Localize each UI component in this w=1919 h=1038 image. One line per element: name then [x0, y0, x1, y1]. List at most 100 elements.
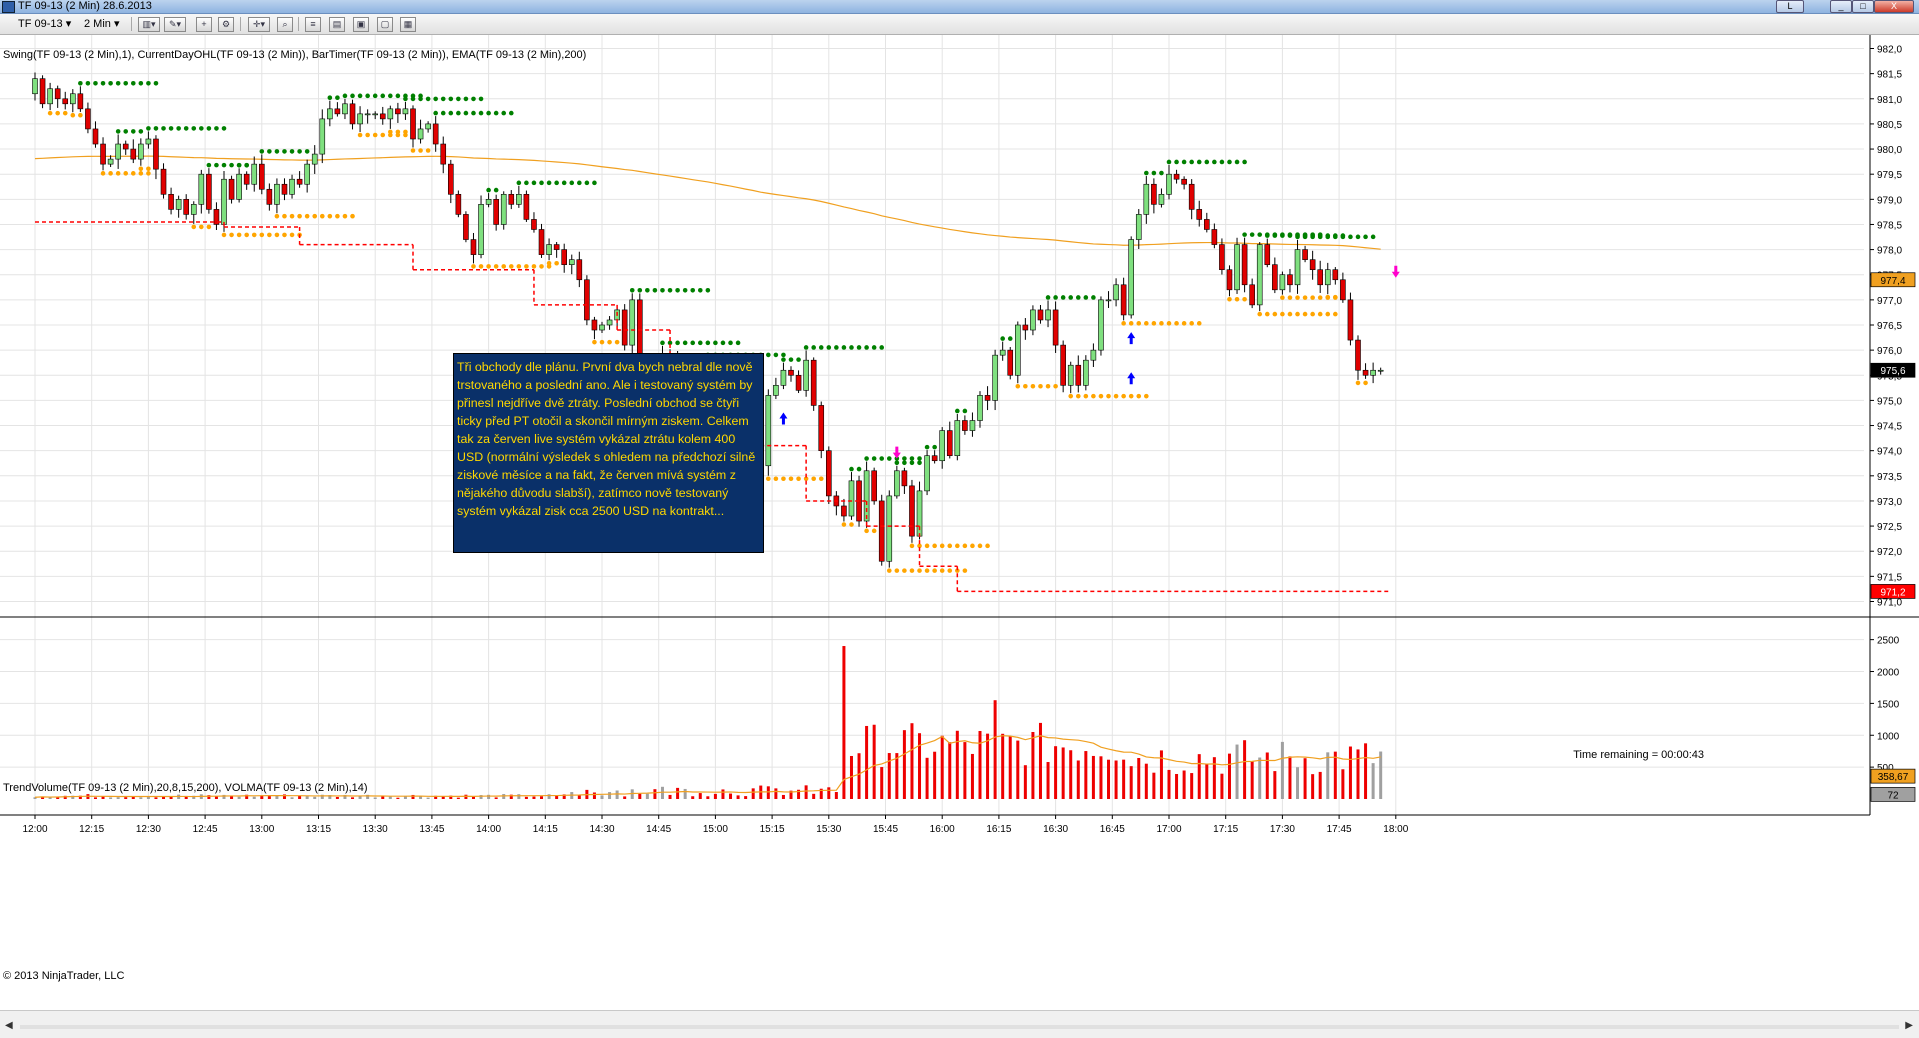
scroll-left-icon[interactable]: ◀ [5, 1020, 13, 1031]
volume-bar[interactable] [456, 797, 460, 799]
candle-body[interactable] [432, 123, 439, 145]
candle-body[interactable] [296, 178, 303, 185]
volume-bar[interactable] [683, 788, 687, 799]
candle-body[interactable] [992, 354, 998, 401]
candle-body[interactable] [236, 173, 242, 200]
volume-bar[interactable] [1356, 749, 1360, 799]
volume-bar[interactable] [1333, 751, 1337, 799]
volume-bar[interactable] [532, 796, 536, 799]
volume-bar[interactable] [78, 795, 82, 799]
candle-body[interactable] [1249, 284, 1255, 306]
volume-panel[interactable] [33, 646, 1383, 799]
volume-bar[interactable] [668, 794, 672, 799]
volume-bar[interactable] [1076, 760, 1080, 799]
volume-bar[interactable] [948, 742, 952, 799]
volume-bar[interactable] [419, 796, 423, 799]
candle-body[interactable] [311, 153, 318, 165]
volume-bar[interactable] [1341, 769, 1345, 799]
candle-body[interactable] [372, 113, 379, 116]
candle-body[interactable] [1014, 324, 1021, 376]
volume-bar[interactable] [1190, 773, 1194, 799]
volume-bar[interactable] [986, 733, 990, 799]
volume-bar[interactable] [1122, 759, 1126, 799]
candle-body[interactable] [500, 193, 507, 225]
volume-bar[interactable] [645, 793, 649, 799]
volume-bar[interactable] [1129, 766, 1133, 799]
candle-body[interactable] [1347, 299, 1354, 341]
volume-bar[interactable] [676, 787, 680, 799]
candle-body[interactable] [251, 163, 258, 185]
candle-body[interactable] [32, 78, 38, 95]
candle-body[interactable] [1060, 344, 1066, 386]
candle-body[interactable] [1226, 269, 1233, 291]
volume-bar[interactable] [1303, 758, 1307, 799]
candle-body[interactable] [1279, 274, 1286, 291]
volume-bar[interactable] [146, 796, 150, 799]
candle-body[interactable] [70, 93, 76, 105]
candle-body[interactable] [349, 103, 356, 125]
candle-body[interactable] [145, 138, 152, 145]
candle-body[interactable] [969, 420, 976, 431]
volume-bar[interactable] [577, 794, 581, 799]
volume-bar[interactable] [842, 646, 846, 799]
candle-body[interactable] [39, 78, 46, 105]
candle-body[interactable] [1166, 173, 1172, 195]
candle-body[interactable] [138, 143, 144, 160]
volume-bar[interactable] [1159, 750, 1163, 799]
candle-body[interactable] [77, 93, 84, 110]
sell-arrow-icon[interactable] [1391, 265, 1400, 278]
volume-bar[interactable] [260, 795, 264, 799]
volume-bar[interactable] [1235, 744, 1239, 799]
volume-bar[interactable] [729, 793, 733, 799]
candle-body[interactable] [765, 395, 772, 467]
volume-bar[interactable] [479, 795, 483, 799]
candle-body[interactable] [478, 204, 484, 255]
volume-bar[interactable] [139, 797, 143, 799]
candle-body[interactable] [258, 163, 265, 190]
candle-body[interactable] [107, 158, 114, 165]
candle-body[interactable] [463, 214, 469, 240]
volume-bar[interactable] [608, 792, 612, 799]
candle-body[interactable] [1264, 244, 1271, 265]
candle-body[interactable] [1377, 369, 1384, 372]
volume-bar[interactable] [736, 795, 740, 799]
candle-body[interactable] [493, 199, 499, 225]
interval-selector[interactable]: 2 Min ▾ [84, 18, 120, 30]
candle-body[interactable] [425, 123, 431, 130]
candle-body[interactable] [274, 183, 280, 205]
candle-body[interactable] [1272, 264, 1278, 291]
volume-bar[interactable] [162, 796, 166, 799]
candle-body[interactable] [962, 420, 968, 431]
candle-body[interactable] [977, 395, 983, 421]
volume-bar[interactable] [109, 797, 113, 799]
volume-bar[interactable] [1318, 771, 1322, 799]
volume-bar[interactable] [970, 753, 974, 799]
volume-bar[interactable] [290, 797, 294, 799]
candle-body[interactable] [1241, 244, 1248, 286]
volume-bar[interactable] [849, 755, 853, 799]
candle-body[interactable] [304, 163, 310, 185]
volume-bar[interactable] [524, 796, 528, 799]
volume-bar[interactable] [403, 796, 407, 799]
volume-bar[interactable] [1326, 752, 1330, 799]
candle-body[interactable] [1317, 269, 1323, 286]
candle-body[interactable] [886, 495, 893, 562]
candle-body[interactable] [931, 455, 938, 462]
volume-bar[interactable] [1205, 764, 1209, 799]
volume-bar[interactable] [774, 788, 778, 799]
volume-bar[interactable] [918, 733, 922, 799]
candle-body[interactable] [1362, 369, 1369, 376]
candle-body[interactable] [1105, 299, 1112, 302]
candle-body[interactable] [946, 430, 953, 457]
volume-bar[interactable] [1379, 751, 1383, 799]
candle-body[interactable] [795, 374, 802, 391]
volume-bar[interactable] [434, 795, 438, 799]
candle-body[interactable] [1370, 369, 1376, 376]
volume-bar[interactable] [48, 797, 52, 799]
candle-body[interactable] [1302, 249, 1308, 260]
volume-bar[interactable] [358, 795, 362, 799]
volume-bar[interactable] [895, 753, 899, 799]
candle-body[interactable] [629, 299, 636, 346]
candle-body[interactable] [1022, 324, 1029, 331]
volume-bar[interactable] [910, 723, 914, 799]
